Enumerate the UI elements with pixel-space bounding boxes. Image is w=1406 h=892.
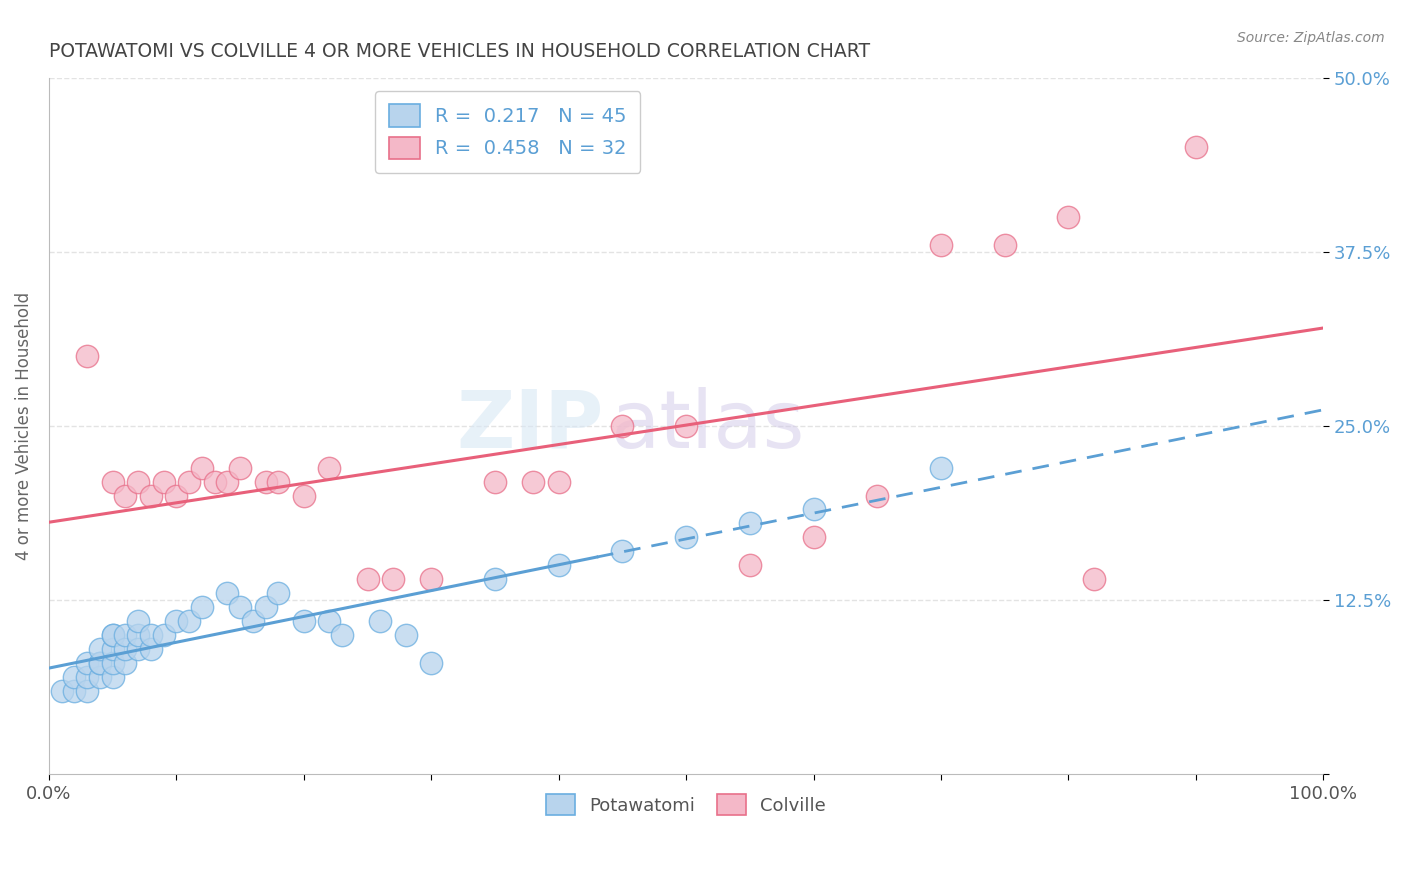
Point: [191, 599, 214, 614]
Point: [229, 460, 252, 475]
Point: [63, 670, 86, 684]
Point: [242, 614, 264, 628]
Point: [101, 656, 124, 670]
Point: [51, 683, 73, 698]
Point: [420, 572, 443, 586]
Point: [254, 475, 277, 489]
Point: [318, 460, 340, 475]
Point: [1184, 140, 1206, 154]
Point: [675, 530, 697, 544]
Point: [127, 641, 149, 656]
Point: [114, 656, 136, 670]
Point: [929, 460, 952, 475]
Point: [267, 586, 290, 600]
Point: [139, 628, 162, 642]
Point: [229, 599, 252, 614]
Point: [139, 489, 162, 503]
Point: [139, 641, 162, 656]
Point: [63, 683, 86, 698]
Point: [330, 628, 353, 642]
Point: [612, 544, 634, 558]
Point: [738, 558, 761, 573]
Point: [179, 614, 201, 628]
Point: [152, 475, 174, 489]
Legend: Potawatomi, Colville: Potawatomi, Colville: [537, 785, 835, 824]
Point: [547, 558, 569, 573]
Point: [382, 572, 405, 586]
Point: [89, 641, 111, 656]
Point: [114, 489, 136, 503]
Point: [127, 614, 149, 628]
Point: [994, 237, 1017, 252]
Point: [803, 502, 825, 516]
Point: [89, 656, 111, 670]
Point: [368, 614, 391, 628]
Point: [267, 475, 290, 489]
Point: [866, 489, 889, 503]
Point: [101, 628, 124, 642]
Point: [356, 572, 378, 586]
Point: [1083, 572, 1105, 586]
Point: [165, 489, 187, 503]
Point: [292, 614, 315, 628]
Point: [127, 628, 149, 642]
Point: [76, 656, 98, 670]
Point: [114, 641, 136, 656]
Point: [318, 614, 340, 628]
Text: ZIP: ZIP: [456, 387, 603, 465]
Point: [89, 656, 111, 670]
Text: atlas: atlas: [610, 387, 804, 465]
Y-axis label: 4 or more Vehicles in Household: 4 or more Vehicles in Household: [15, 292, 32, 560]
Point: [76, 683, 98, 698]
Point: [292, 489, 315, 503]
Point: [484, 572, 506, 586]
Point: [1057, 210, 1080, 224]
Point: [152, 628, 174, 642]
Point: [522, 475, 544, 489]
Point: [675, 418, 697, 433]
Point: [217, 475, 239, 489]
Point: [165, 614, 187, 628]
Point: [76, 349, 98, 363]
Point: [547, 475, 569, 489]
Point: [420, 656, 443, 670]
Point: [484, 475, 506, 489]
Text: POTAWATOMI VS COLVILLE 4 OR MORE VEHICLES IN HOUSEHOLD CORRELATION CHART: POTAWATOMI VS COLVILLE 4 OR MORE VEHICLE…: [49, 42, 870, 61]
Point: [217, 586, 239, 600]
Point: [101, 670, 124, 684]
Point: [395, 628, 418, 642]
Point: [89, 670, 111, 684]
Point: [929, 237, 952, 252]
Point: [101, 475, 124, 489]
Point: [101, 628, 124, 642]
Point: [101, 641, 124, 656]
Point: [803, 530, 825, 544]
Point: [204, 475, 226, 489]
Point: [114, 628, 136, 642]
Point: [179, 475, 201, 489]
Point: [191, 460, 214, 475]
Point: [254, 599, 277, 614]
Point: [76, 670, 98, 684]
Point: [127, 475, 149, 489]
Point: [612, 418, 634, 433]
Text: Source: ZipAtlas.com: Source: ZipAtlas.com: [1237, 31, 1385, 45]
Point: [738, 516, 761, 531]
